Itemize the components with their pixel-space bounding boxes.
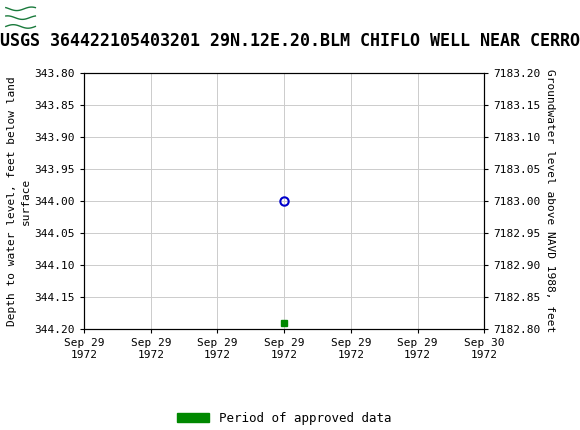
Legend: Period of approved data: Period of approved data bbox=[172, 407, 396, 430]
Text: USGS 364422105403201 29N.12E.20.BLM CHIFLO WELL NEAR CERRO: USGS 364422105403201 29N.12E.20.BLM CHIF… bbox=[0, 32, 580, 50]
Y-axis label: Groundwater level above NAVD 1988, feet: Groundwater level above NAVD 1988, feet bbox=[545, 69, 554, 333]
FancyBboxPatch shape bbox=[5, 3, 37, 32]
Y-axis label: Depth to water level, feet below land
surface: Depth to water level, feet below land su… bbox=[7, 76, 30, 326]
Text: USGS: USGS bbox=[44, 10, 90, 25]
